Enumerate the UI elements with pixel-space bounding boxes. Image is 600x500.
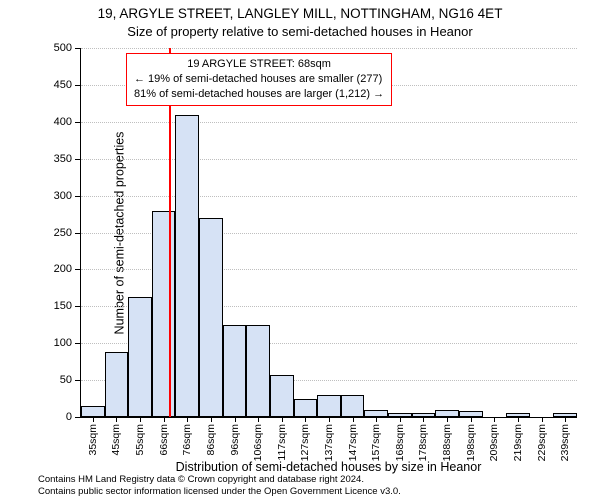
histogram-bar	[294, 399, 318, 417]
x-tick-label: 239sqm	[559, 424, 571, 461]
x-tick-label: 168sqm	[394, 424, 406, 461]
gridline	[81, 196, 577, 197]
y-tick-label: 200	[54, 263, 72, 275]
x-tick-label: 219sqm	[512, 424, 524, 461]
y-tick-label: 0	[66, 411, 72, 423]
marker-annotation: 19 ARGYLE STREET: 68sqm ← 19% of semi-de…	[126, 53, 392, 106]
x-tick-label: 55sqm	[134, 424, 146, 456]
x-tick-label: 117sqm	[276, 424, 288, 461]
x-tick	[93, 417, 94, 422]
x-tick	[353, 417, 354, 422]
x-tick	[494, 417, 495, 422]
y-tick	[75, 233, 81, 234]
y-tick-label: 500	[54, 42, 72, 54]
x-tick-label: 147sqm	[347, 424, 359, 461]
x-tick-label: 157sqm	[370, 424, 382, 461]
x-tick-label: 86sqm	[205, 424, 217, 456]
y-tick	[75, 85, 81, 86]
y-tick	[75, 159, 81, 160]
gridline	[81, 48, 577, 49]
x-tick-label: 178sqm	[417, 424, 429, 461]
y-tick-label: 100	[54, 337, 72, 349]
chart-subtitle: Size of property relative to semi-detach…	[0, 24, 600, 39]
x-tick-label: 198sqm	[465, 424, 477, 461]
x-tick-label: 209sqm	[488, 424, 500, 461]
y-tick	[75, 196, 81, 197]
gridline	[81, 122, 577, 123]
y-tick-label: 350	[54, 153, 72, 165]
histogram-bar	[270, 375, 294, 417]
histogram-bar	[223, 325, 247, 417]
histogram-bar	[435, 410, 459, 417]
histogram-bar	[341, 395, 365, 417]
y-tick	[75, 306, 81, 307]
y-tick-label: 450	[54, 79, 72, 91]
y-tick-label: 250	[54, 227, 72, 239]
histogram-bar	[175, 115, 199, 417]
x-tick	[164, 417, 165, 422]
x-tick-label: 96sqm	[229, 424, 241, 456]
y-tick-label: 150	[54, 300, 72, 312]
x-tick	[140, 417, 141, 422]
gridline	[81, 159, 577, 160]
x-tick	[235, 417, 236, 422]
x-tick-label: 45sqm	[110, 424, 122, 456]
histogram-bar	[317, 395, 341, 417]
x-tick	[423, 417, 424, 422]
histogram-bar	[105, 352, 129, 417]
x-tick	[258, 417, 259, 422]
x-tick	[376, 417, 377, 422]
x-tick	[187, 417, 188, 422]
x-tick	[329, 417, 330, 422]
x-tick	[116, 417, 117, 422]
x-tick-label: 106sqm	[252, 424, 264, 461]
x-tick	[282, 417, 283, 422]
x-tick	[518, 417, 519, 422]
histogram-bar	[199, 218, 223, 417]
annotation-line-3: 81% of semi-detached houses are larger (…	[134, 87, 384, 102]
x-tick	[542, 417, 543, 422]
x-tick	[400, 417, 401, 422]
y-tick-label: 400	[54, 116, 72, 128]
y-tick-label: 300	[54, 190, 72, 202]
x-tick	[211, 417, 212, 422]
x-tick-label: 188sqm	[441, 424, 453, 461]
histogram-bar	[364, 410, 388, 417]
x-tick	[565, 417, 566, 422]
histogram-bar	[81, 406, 105, 417]
x-axis-label: Distribution of semi-detached houses by …	[80, 460, 577, 474]
histogram-bar	[152, 211, 176, 417]
annotation-line-1: 19 ARGYLE STREET: 68sqm	[134, 57, 384, 72]
x-tick-label: 137sqm	[323, 424, 335, 461]
y-tick	[75, 343, 81, 344]
x-tick	[471, 417, 472, 422]
x-tick-label: 229sqm	[536, 424, 548, 461]
histogram-plot: 05010015020025030035040045050035sqm45sqm…	[80, 48, 577, 418]
chart-title: 19, ARGYLE STREET, LANGLEY MILL, NOTTING…	[0, 6, 600, 21]
y-tick-label: 50	[60, 374, 72, 386]
x-tick-label: 66sqm	[158, 424, 170, 456]
footer-attribution: Contains HM Land Registry data © Crown c…	[38, 474, 401, 497]
y-tick	[75, 380, 81, 381]
y-tick	[75, 417, 81, 418]
y-tick	[75, 48, 81, 49]
x-tick-label: 127sqm	[299, 424, 311, 461]
y-tick	[75, 122, 81, 123]
x-tick	[447, 417, 448, 422]
x-tick-label: 76sqm	[181, 424, 193, 456]
annotation-line-2: ← 19% of semi-detached houses are smalle…	[134, 72, 384, 87]
x-tick	[305, 417, 306, 422]
histogram-bar	[128, 297, 152, 417]
histogram-bar	[246, 325, 270, 417]
x-tick-label: 35sqm	[87, 424, 99, 456]
y-tick	[75, 269, 81, 270]
